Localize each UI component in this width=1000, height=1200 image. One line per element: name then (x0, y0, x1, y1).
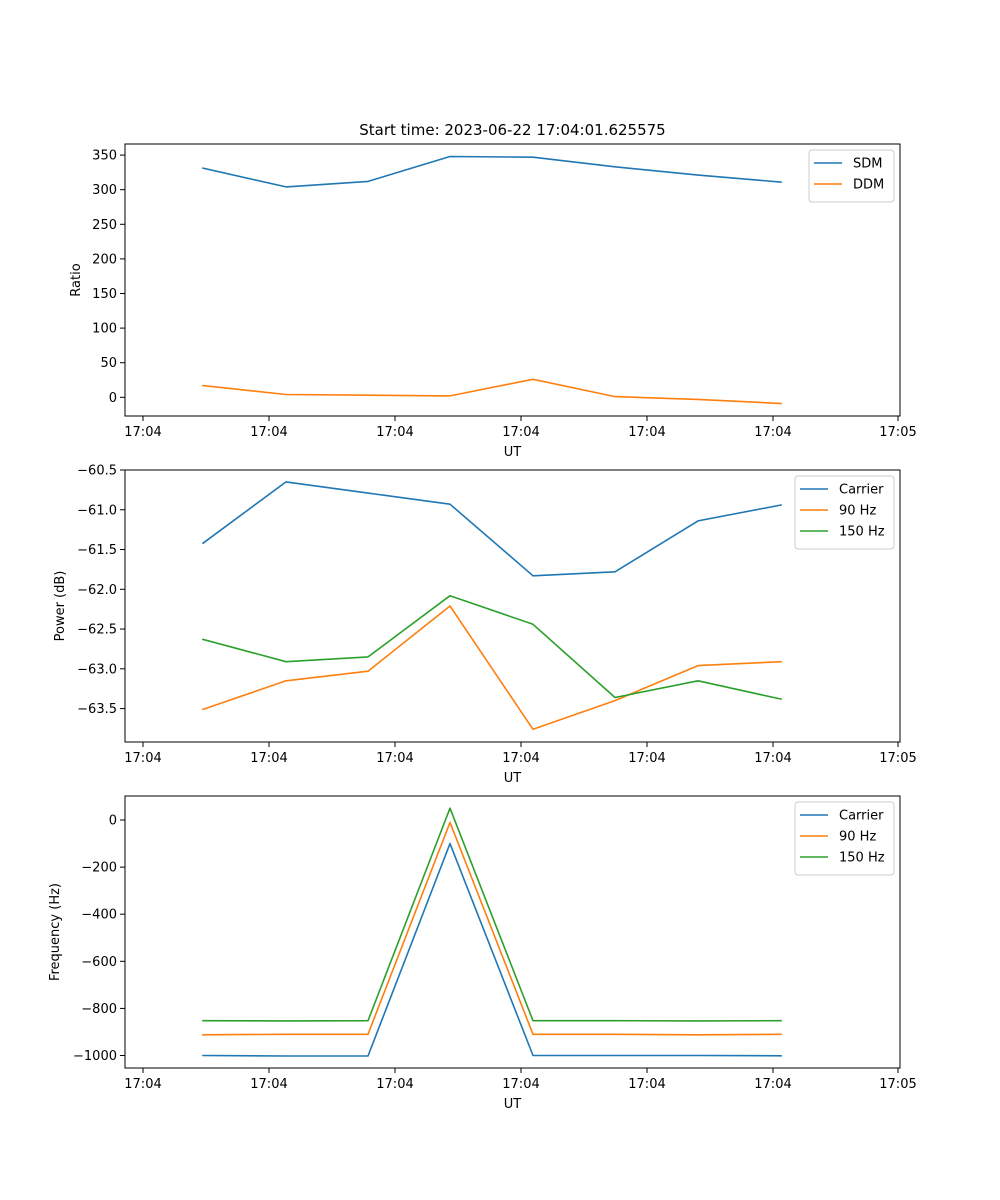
plot-frame (124, 795, 901, 1069)
y-tick-label: 350 (92, 149, 117, 164)
y-tick-label: 0 (109, 814, 117, 829)
x-tick-label: 17:04 (124, 1077, 161, 1092)
series-line-carrier (201, 481, 782, 577)
series-line-carrier (202, 842, 782, 1057)
x-tick-label: 17:04 (502, 751, 539, 766)
x-tick-label: 17:05 (879, 751, 916, 766)
legend-label: Carrier (839, 809, 884, 824)
x-tick-label: 17:04 (628, 751, 665, 766)
y-tick-label: −63.0 (77, 662, 117, 677)
x-tick-label: 17:04 (124, 425, 161, 440)
ratio-panel: Start time: 2023-06-22 17:04:01.625575 17… (69, 121, 917, 460)
y-axis-label: Frequency (Hz) (48, 883, 63, 981)
y-tick-label: −61.0 (77, 503, 117, 518)
frequency-panel: 17:04 17:04 17:04 17:04 17:04 17:04 17:05 −1000… (48, 795, 917, 1112)
x-tick-label: 17:05 (879, 425, 916, 440)
legend-label: SDM (853, 157, 882, 172)
legend-label: 150 Hz (839, 851, 885, 866)
x-axis-label: UT (504, 445, 522, 460)
power-panel: 17:04 17:04 17:04 17:04 17:04 17:04 17:05 −63.5… (53, 464, 917, 787)
y-tick-label: 250 (92, 218, 117, 233)
x-tick-label: 17:04 (754, 425, 791, 440)
y-tick-label: −63.5 (77, 702, 117, 717)
y-tick-label: −800 (81, 1002, 117, 1017)
series-line-90-hz (201, 605, 782, 731)
x-tick-label: 17:04 (376, 1077, 413, 1092)
y-tick-label: −200 (81, 861, 117, 876)
y-tick-label: 100 (92, 322, 117, 337)
x-tick-label: 17:04 (754, 751, 791, 766)
series-line-150-hz (202, 807, 782, 1022)
x-tick-label: 17:04 (250, 425, 287, 440)
y-tick-label: 0 (109, 391, 117, 406)
legend-label: DDM (853, 178, 884, 193)
y-tick-label: −60.5 (77, 464, 117, 479)
y-tick-label: 150 (92, 287, 117, 302)
x-tick-label: 17:04 (502, 425, 539, 440)
y-tick-label: −61.5 (77, 543, 117, 558)
x-tick-label: 17:04 (628, 425, 665, 440)
legend: SDM DDM (808, 149, 895, 203)
y-tick-label: 50 (100, 356, 117, 371)
y-tick-label: −62.0 (77, 583, 117, 598)
y-tick-label: −62.5 (77, 623, 117, 638)
plot-frame (124, 469, 901, 743)
legend-label: Carrier (839, 483, 884, 498)
legend: Carrier 90 Hz 150 Hz (794, 475, 895, 550)
x-tick-label: 17:04 (376, 425, 413, 440)
y-tick-label: 200 (92, 252, 117, 267)
y-tick-label: −1000 (73, 1049, 117, 1064)
x-tick-label: 17:04 (628, 1077, 665, 1092)
legend-label: 90 Hz (839, 830, 876, 845)
legend-label: 90 Hz (839, 504, 876, 519)
series-line-ddm (202, 378, 782, 405)
y-axis-label: Ratio (69, 263, 84, 296)
x-tick-label: 17:04 (376, 751, 413, 766)
x-tick-label: 17:04 (754, 1077, 791, 1092)
x-tick-label: 17:04 (250, 1077, 287, 1092)
x-axis-label: UT (504, 1097, 522, 1112)
y-tick-label: −400 (81, 908, 117, 923)
y-tick-label: −600 (81, 955, 117, 970)
legend: Carrier 90 Hz 150 Hz (794, 801, 895, 876)
x-tick-label: 17:04 (502, 1077, 539, 1092)
x-tick-label: 17:04 (250, 751, 287, 766)
chart-title: Start time: 2023-06-22 17:04:01.625575 (359, 121, 665, 139)
series-line-sdm (202, 155, 782, 188)
x-tick-label: 17:05 (879, 1077, 916, 1092)
legend-label: 150 Hz (839, 525, 885, 540)
y-tick-label: 300 (92, 183, 117, 198)
x-tick-label: 17:04 (124, 751, 161, 766)
y-axis-label: Power (dB) (53, 571, 68, 642)
plot-frame (124, 143, 901, 417)
x-axis-label: UT (504, 771, 522, 786)
series-line-90-hz (202, 821, 782, 1036)
series-line-150-hz (202, 594, 782, 701)
